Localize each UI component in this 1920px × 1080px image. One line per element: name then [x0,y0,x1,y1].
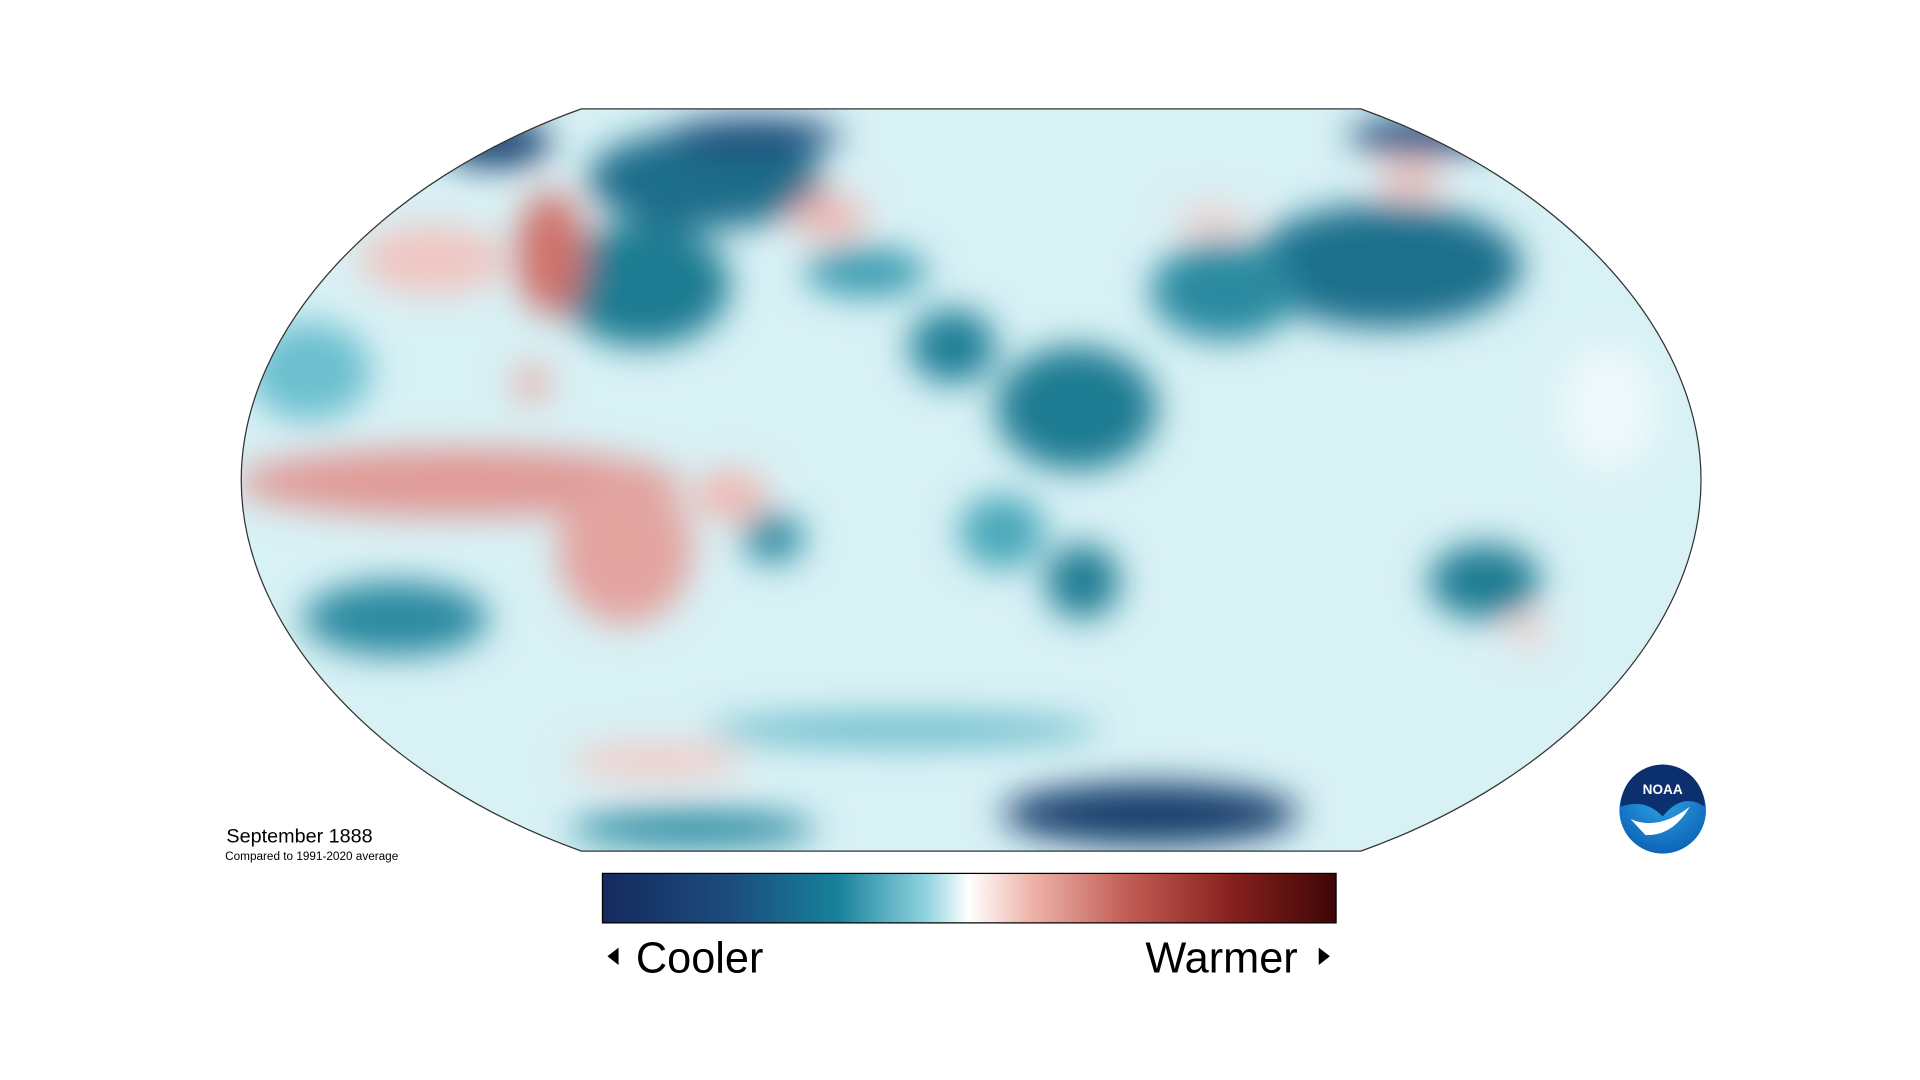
map-outline [240,108,1702,852]
anomaly-map [241,108,1702,852]
arrow-left [607,947,619,965]
arrow-right [1318,947,1330,965]
legend-low: Cooler [636,934,764,982]
map-subtitle: Compared to 1991-2020 average [225,850,399,863]
noaa-logo: NOAA [1619,764,1706,854]
legend-high: Warmer [1145,934,1297,982]
map-title: September 1888 [226,825,372,847]
logo-text: NOAA [1643,782,1683,797]
color-scale [601,872,1337,924]
